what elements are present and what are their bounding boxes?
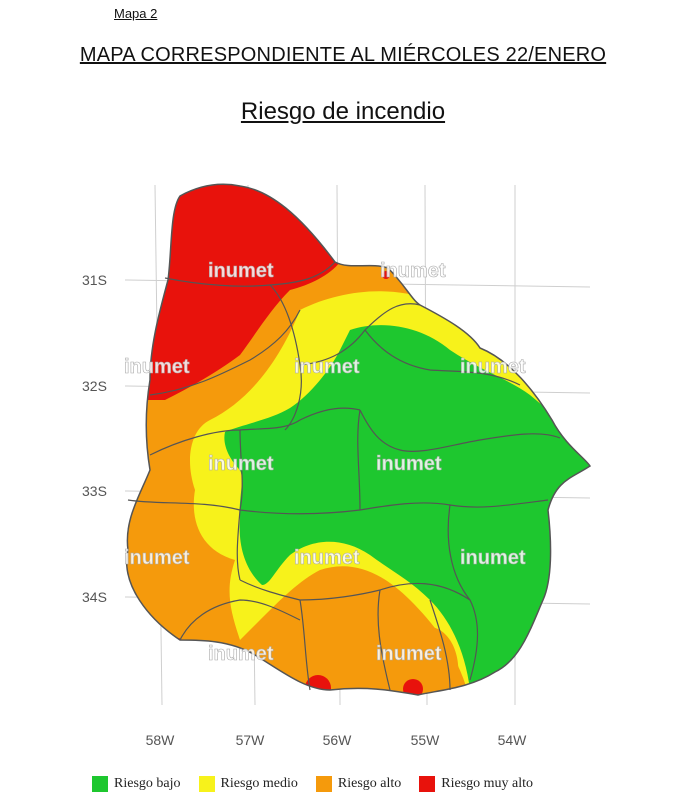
watermark-text: inumet (376, 453, 442, 475)
lat-tick-label: 32S (82, 378, 107, 394)
watermark-text: inumet (460, 356, 526, 378)
lat-tick-label: 31S (82, 272, 107, 288)
watermark-text: inumet (124, 547, 190, 569)
legend-item-high: Riesgo alto (315, 776, 402, 792)
watermark-text: inumet (376, 643, 442, 665)
lat-tick-label: 34S (82, 589, 107, 605)
watermark-text: inumet (294, 356, 360, 378)
lon-tick-label: 57W (236, 732, 266, 748)
legend-item-medium: Riesgo medio (198, 776, 298, 792)
watermark-text: inumet (208, 260, 274, 282)
zone-very-high-spot-4 (382, 271, 390, 279)
watermark-text: inumet (124, 356, 190, 378)
legend-label-high: Riesgo alto (337, 776, 402, 791)
zone-high-south (300, 603, 459, 695)
legend-swatch-high (315, 776, 332, 792)
zone-low (224, 325, 590, 695)
department-borders (127, 261, 561, 691)
legend-item-low: Riesgo bajo (92, 776, 181, 792)
country-outline (125, 183, 592, 696)
map-number-label: Mapa 2 (114, 6, 158, 21)
legend-label-very-high: Riesgo muy alto (441, 776, 534, 791)
legend-swatch-medium (198, 776, 215, 792)
watermark-text: inumet (208, 643, 274, 665)
zone-very-high (140, 184, 340, 400)
lon-tick-label: 58W (146, 732, 176, 748)
lon-tick-label: 56W (323, 732, 353, 748)
latitude-ticks: 31S 32S 33S 34S (82, 272, 107, 605)
legend-swatch-very-high (419, 776, 436, 792)
legend-item-very-high: Riesgo muy alto (419, 776, 533, 792)
longitude-ticks: 58W 57W 56W 55W 54W (146, 732, 528, 748)
lon-tick-label: 54W (498, 732, 528, 748)
watermark-text: inumet (380, 260, 446, 282)
risk-zones (126, 184, 590, 695)
zone-very-high-spot-2 (403, 679, 423, 695)
watermark-text: inumet (460, 547, 526, 569)
legend: Riesgo bajo Riesgo medio Riesgo alto Rie… (92, 776, 533, 792)
watermark-text: inumet (294, 547, 360, 569)
legend-label-low: Riesgo bajo (114, 776, 181, 791)
watermark-text: inumet (208, 453, 274, 475)
lat-tick-label: 33S (82, 483, 107, 499)
map-title: Riesgo de incendio (240, 98, 446, 125)
legend-label-medium: Riesgo medio (220, 776, 298, 791)
legend-swatch-low (92, 776, 108, 792)
lon-tick-label: 55W (411, 732, 441, 748)
watermark-layer: inumet inumet inumet inumet inumet inume… (124, 260, 526, 666)
page-title: MAPA CORRESPONDIENTE AL MIÉRCOLES 22/ENE… (79, 44, 607, 66)
